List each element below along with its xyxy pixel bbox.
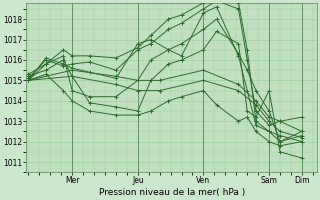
X-axis label: Pression niveau de la mer( hPa ): Pression niveau de la mer( hPa ): [99, 188, 245, 197]
